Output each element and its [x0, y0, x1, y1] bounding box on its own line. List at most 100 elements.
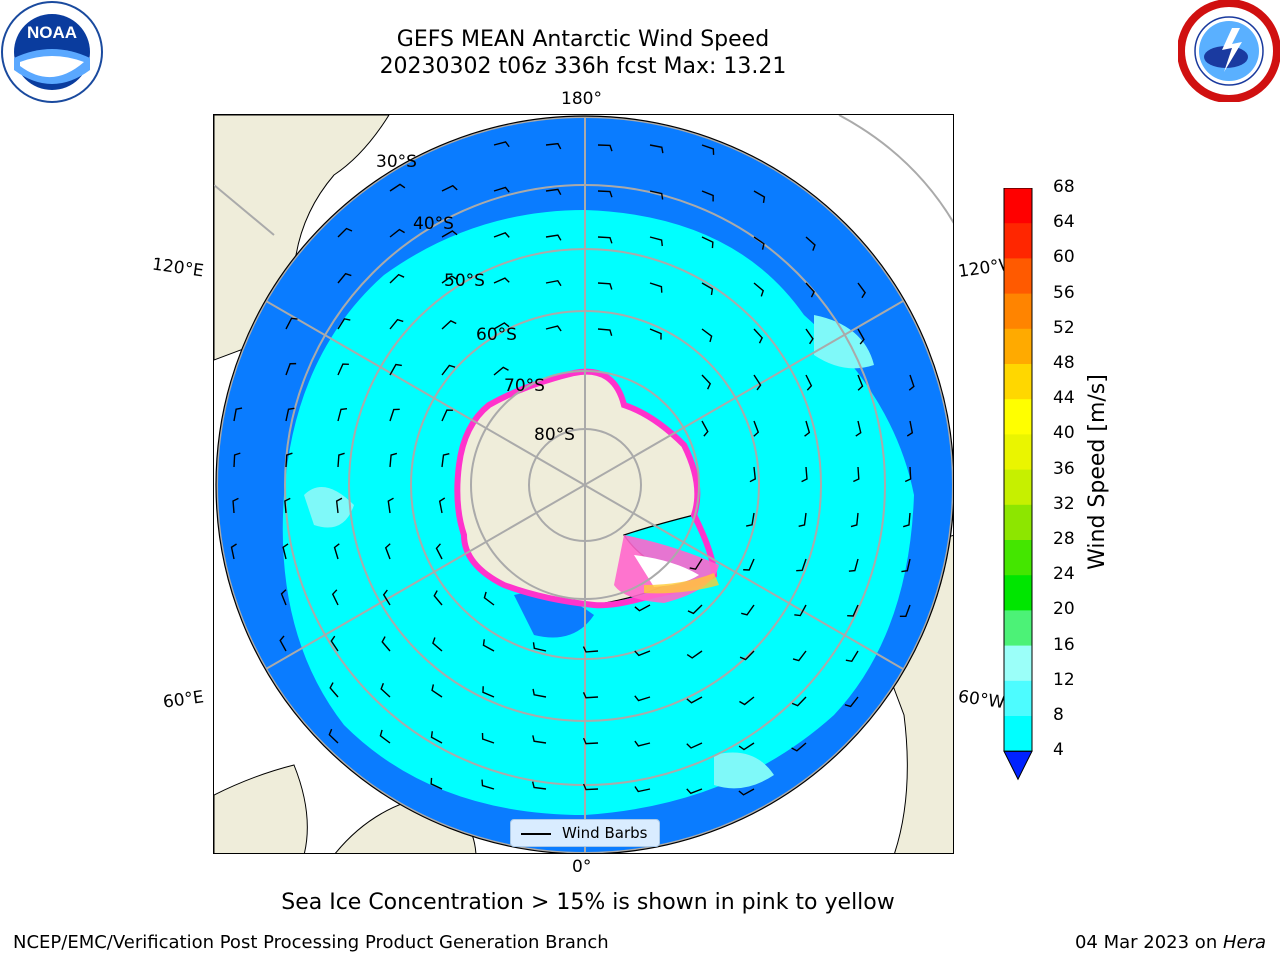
colorbar-tick-label: 48	[1053, 353, 1075, 373]
wind-barb	[331, 589, 339, 606]
colorbar-tick-label: 32	[1053, 493, 1075, 514]
lon-label-180: 180°	[561, 89, 602, 109]
colorbar-cell	[1004, 540, 1032, 576]
wind-barb	[481, 732, 495, 744]
wind-barb	[493, 141, 510, 148]
colorbar-cell	[1004, 680, 1032, 717]
colorbar-frame	[1003, 188, 1033, 752]
wind-barb	[649, 282, 663, 293]
lat-label-80s: 80°S	[534, 425, 575, 445]
wind-barb	[438, 497, 446, 514]
wind-barb	[382, 589, 391, 606]
wind-barb	[285, 407, 295, 422]
wind-barb	[701, 374, 712, 390]
wind-barb	[753, 282, 765, 297]
wind-barb	[741, 604, 755, 616]
footer-date-text: 04 Mar 2023 on	[1074, 932, 1223, 953]
wind-barb	[381, 636, 391, 652]
lat-label-30s: 30°S	[376, 152, 417, 172]
wind-barb	[701, 236, 714, 249]
wind-barb	[687, 604, 703, 615]
lon-label-120e: 120°E	[150, 254, 205, 282]
wind-barb	[482, 639, 495, 652]
wind-barb	[701, 282, 714, 296]
wind-barb	[328, 728, 339, 744]
wind-barb	[738, 788, 755, 796]
wind-barb	[749, 466, 757, 483]
wind-barb	[582, 783, 599, 791]
wind-barb	[379, 729, 391, 744]
wind-barb	[389, 408, 400, 422]
wind-barb	[282, 543, 289, 560]
wind-barb	[805, 374, 813, 391]
wind-barb	[686, 742, 703, 749]
wind-barb	[493, 322, 510, 330]
wind-barbs	[230, 141, 915, 838]
colorbar-cell	[1004, 575, 1032, 611]
wind-barb	[753, 328, 763, 344]
wind-barb	[906, 420, 914, 437]
wind-barb	[389, 228, 405, 238]
wind-barb	[798, 512, 807, 528]
colorbar-cell	[1004, 364, 1032, 400]
wind-barb	[904, 466, 912, 483]
wind-barb	[582, 737, 599, 745]
wind-barb	[791, 742, 807, 752]
wind-barb	[855, 420, 862, 437]
wind-barb	[743, 558, 755, 571]
lat-label-60s: 60°S	[476, 325, 517, 345]
wind-barb-legend-line	[521, 833, 551, 835]
wind-barb	[431, 684, 443, 698]
colorbar-tick-label: 16	[1053, 634, 1075, 655]
wind-barb	[845, 650, 859, 663]
wind-barb	[805, 328, 814, 345]
wind-barb	[285, 362, 297, 376]
map-canvas	[214, 115, 953, 853]
wind-barb	[545, 188, 562, 196]
wind-barb	[649, 236, 663, 247]
footer-machine: Hera	[1222, 932, 1266, 953]
wind-barb	[441, 275, 458, 284]
wind-barb	[804, 420, 811, 437]
wind-barb	[230, 543, 237, 560]
wind-barb	[493, 366, 509, 376]
wind-barb	[430, 777, 443, 790]
wind-barb	[389, 363, 402, 376]
wind-barb	[597, 282, 613, 290]
wind-barb	[545, 234, 562, 241]
lat-label-40s: 40°S	[413, 214, 454, 234]
colorbar-title: Wind Speed [m/s]	[1085, 374, 1110, 570]
wind-barb	[233, 407, 243, 422]
wind-barb	[389, 273, 405, 284]
footer-producer: NCEP/EMC/Verification Post Processing Pr…	[13, 932, 609, 953]
wind-barb	[337, 318, 351, 330]
wind-barb	[649, 190, 664, 200]
chart-subtitle: 20230302 t06z 336h fcst Max: 13.21	[379, 54, 787, 79]
wind-barb	[285, 317, 298, 330]
polar-map: 30°S 40°S 50°S 60°S 70°S 80°S Wind Barbs	[213, 114, 954, 854]
wind-barb	[285, 452, 293, 468]
colorbar-cell	[1004, 328, 1032, 365]
wind-barb	[805, 282, 815, 298]
colorbar-tick-label: 68	[1053, 177, 1075, 197]
wind-barb	[233, 452, 241, 468]
colorbar-tick-label: 20	[1053, 599, 1075, 620]
wind-barb	[380, 683, 391, 698]
wind-barb	[389, 318, 404, 330]
wind-barb	[794, 604, 807, 617]
wind-barb	[753, 374, 762, 391]
wind-barb	[545, 142, 562, 150]
wind-barb	[582, 691, 599, 699]
wind-barb	[493, 277, 510, 284]
wind-barb	[545, 279, 562, 287]
colorbar	[1003, 188, 1033, 781]
lat-label-70s: 70°S	[504, 376, 545, 396]
wind-barb	[634, 604, 651, 612]
wind-barb	[279, 635, 287, 652]
wind-barb	[738, 742, 755, 751]
wind-barb	[433, 590, 443, 606]
colorbar-cell	[1004, 434, 1032, 471]
longitude-grid	[216, 116, 953, 853]
wind-barb	[686, 650, 703, 659]
wind-barb	[545, 325, 562, 332]
